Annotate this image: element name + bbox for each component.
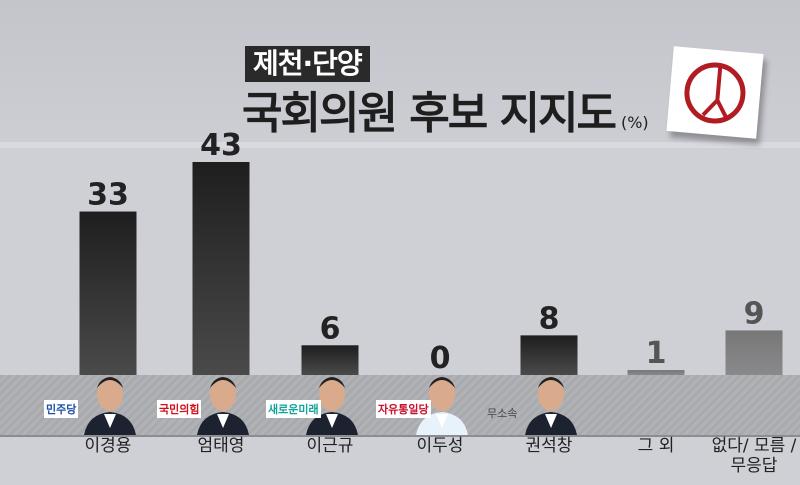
category-label: 이근규: [306, 436, 354, 456]
bar: [192, 162, 250, 375]
category-label: 그 외: [637, 436, 675, 456]
data-label: 0: [430, 341, 451, 376]
category-label: 권석창: [525, 436, 573, 456]
divider: [0, 142, 800, 148]
data-label: 8: [539, 301, 560, 336]
category-label: 이경용: [84, 436, 132, 456]
title-text: 국회의원 후보 지지도: [242, 88, 617, 139]
unit-label: (%): [620, 113, 649, 132]
bar: [725, 330, 783, 375]
party-logo: 자유통일당: [376, 400, 431, 418]
party-logo: 국민의힘: [157, 400, 202, 418]
data-label: 6: [320, 311, 341, 346]
category-label: 이두성: [416, 436, 464, 456]
party-logo: 새로운미래: [266, 400, 321, 418]
candidate-photo: [193, 370, 253, 435]
party-logo: 무소속: [487, 407, 518, 420]
chart-title: 국회의원 후보 지지도 (%): [242, 88, 649, 149]
bar: [301, 345, 359, 375]
category-label: 없다/ 모름 /무응답: [711, 436, 797, 476]
bar: [520, 335, 578, 375]
data-label: 9: [744, 296, 765, 331]
category-label: 엄태영: [197, 436, 245, 456]
bar: [79, 211, 137, 375]
candidate-photo: [80, 370, 140, 435]
data-label: 1: [646, 336, 667, 371]
region-label: 제천·단양: [245, 46, 370, 82]
ballot-stamp-icon: [666, 46, 764, 139]
party-logo: 민주당: [44, 400, 79, 418]
candidate-photo: [521, 370, 581, 435]
bar: [627, 370, 685, 375]
data-label: 33: [87, 178, 129, 213]
data-label: 43: [200, 128, 242, 163]
